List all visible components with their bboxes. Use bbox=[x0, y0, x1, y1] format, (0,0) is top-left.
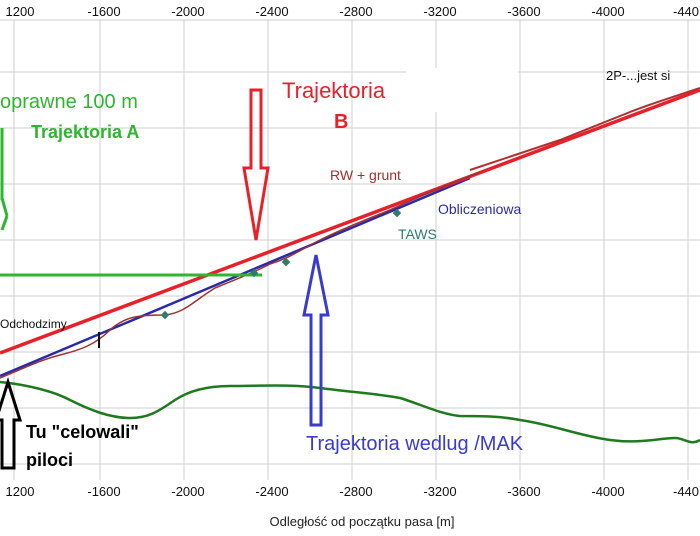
bottom-ticks: 1200 -1600 -2000 -2400 -2800 -3200 -3600… bbox=[6, 484, 699, 499]
tick-label-top: -2800 bbox=[339, 4, 372, 19]
tick-label-top: -2000 bbox=[171, 4, 204, 19]
obliczeniowa-line bbox=[0, 176, 471, 378]
tick-label-top: -1600 bbox=[87, 4, 120, 19]
taws-marker bbox=[249, 268, 259, 278]
tick-label-bottom: -3600 bbox=[507, 484, 540, 499]
tick-label-top: -3600 bbox=[507, 4, 540, 19]
annotation-celowali: Tu "celowali" bbox=[26, 422, 139, 442]
tick-label-top: -2400 bbox=[255, 4, 288, 19]
plot-area bbox=[0, 20, 700, 480]
annotation-piloci: piloci bbox=[26, 450, 73, 470]
annotation-trajektoria-b-title: Trajektoria bbox=[282, 78, 386, 103]
annotation-mak: Trajektoria wedlug /MAK bbox=[306, 433, 524, 455]
tick-label-top: -3200 bbox=[423, 4, 456, 19]
annotation-taws: TAWS bbox=[398, 226, 437, 242]
tick-label-bottom: -2400 bbox=[255, 484, 288, 499]
annotation-poprawne: oprawne 100 m bbox=[0, 91, 138, 113]
grid bbox=[0, 19, 700, 480]
tick-label-bottom: 1200 bbox=[6, 484, 35, 499]
trajektoria-a-vertical bbox=[0, 197, 9, 217]
top-ticks: 1200 -1600 -2000 -2400 -2800 -3200 -3600… bbox=[6, 4, 699, 19]
taws-markers bbox=[160, 208, 402, 320]
tick-label-top: -440 bbox=[673, 4, 699, 19]
annotation-odchodzimy: Odchodzimy bbox=[0, 317, 67, 331]
tick-label-bottom: -3200 bbox=[423, 484, 456, 499]
annotation-trajektoria-b-letter: B bbox=[334, 111, 348, 133]
annotation-trajektoria-a: Trajektoria A bbox=[31, 122, 139, 142]
tick-label-bottom: -440 bbox=[673, 484, 699, 499]
tick-label-top: 1200 bbox=[6, 4, 35, 19]
taws-marker bbox=[160, 310, 170, 320]
annotation-top-right: 2P-...jest si bbox=[606, 68, 670, 83]
trajektoria-a-vertical bbox=[0, 215, 9, 231]
x-axis-label: Odległość od początku pasa [m] bbox=[270, 514, 455, 529]
trajektoria-b-line bbox=[0, 88, 700, 355]
annotation-rw-grunt: RW + grunt bbox=[330, 167, 401, 183]
terrain-line bbox=[0, 380, 700, 444]
tick-label-bottom: -2000 bbox=[171, 484, 204, 499]
taws-marker bbox=[281, 257, 291, 267]
tick-label-bottom: -1600 bbox=[87, 484, 120, 499]
tick-label-top: -4000 bbox=[591, 4, 624, 19]
label-background-box bbox=[406, 68, 518, 112]
celowali-arrow bbox=[0, 377, 23, 470]
taws-marker bbox=[392, 208, 402, 218]
trajektoria-b-arrow bbox=[242, 88, 270, 241]
annotation-obliczeniowa: Obliczeniowa bbox=[438, 201, 521, 217]
tick-label-bottom: -4000 bbox=[591, 484, 624, 499]
rw-grunt-line-upper bbox=[469, 87, 700, 171]
tick-label-bottom: -2800 bbox=[339, 484, 372, 499]
mak-arrow bbox=[302, 254, 330, 427]
